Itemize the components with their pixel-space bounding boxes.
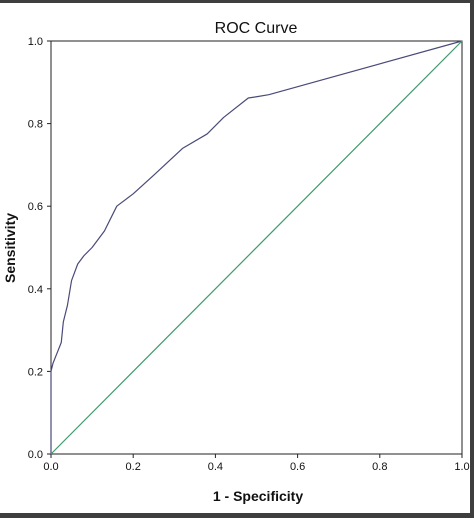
x-tick-label: 0.4 [208, 461, 223, 473]
reference-diagonal-line [50, 40, 463, 455]
x-tick-label: 1.0 [454, 461, 469, 473]
x-tick-label: 0.8 [372, 461, 387, 473]
y-tick-label: 0.0 [28, 449, 43, 461]
y-tick-label: 0.6 [28, 201, 43, 213]
roc-chart: ROC Curve 0.0 0.2 0.4 0.6 0.8 1.0 0.00.20.40.… [2, 20, 470, 504]
chart-title: ROC Curve [215, 20, 298, 37]
series-layer [50, 40, 463, 455]
y-tick-label: 0.2 [28, 366, 43, 378]
y-axis-label: Sensitivity [2, 213, 18, 283]
x-tick-label: 0.6 [290, 461, 305, 473]
roc-curve-line [50, 40, 463, 454]
chart-panel: ROC Curve 0.0 0.2 0.4 0.6 0.8 1.0 0.0 0.2 0.4 0.… [0, 3, 470, 513]
x-tick-label: 0.2 [126, 461, 141, 473]
x-axis-ticks: 0.0 0.2 0.4 0.6 0.8 1.0 [43, 454, 470, 473]
y-tick-label: 0.8 [28, 119, 43, 131]
x-axis-label: 1 - Specificity [213, 488, 303, 504]
y-tick-label: 1.0 [28, 36, 43, 48]
x-tick-label: 0.0 [43, 461, 58, 473]
y-tick-label: 0.4 [28, 284, 43, 296]
y-axis-ticks: 0.0 0.2 0.4 0.6 0.8 1.0 [28, 36, 51, 461]
